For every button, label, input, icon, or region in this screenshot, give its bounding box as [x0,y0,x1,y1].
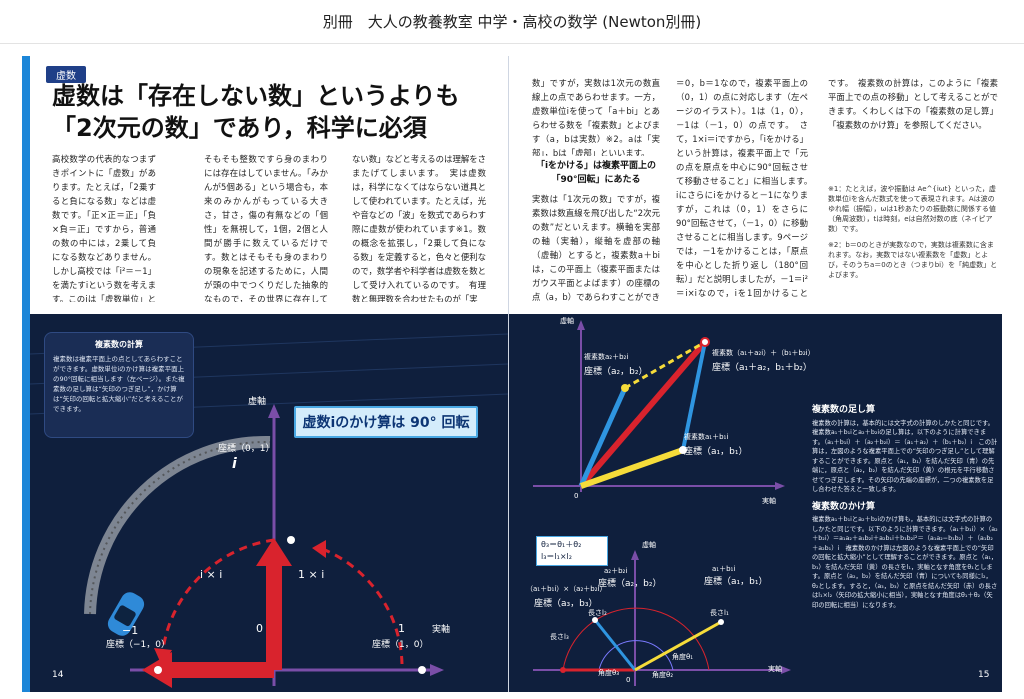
rotation-callout: 虚数iのかけ算は 90° 回転 [294,406,478,438]
tire-track [84,435,271,615]
page-number-right: 15 [978,670,990,680]
one-times-i-label: 1 × i [298,568,325,581]
z1-label-top: 複素数a₁＋b₁i [684,433,729,441]
multiplication-title: 複素数のかけ算 [812,501,876,512]
z1-coord-top: 座標（a₁，b₁） [684,447,748,457]
equation-angle: θ₃＝θ₁＋θ₂ [541,540,582,549]
angle-theta1: 角度θ₁ [672,653,694,661]
rotation-arc-i [160,538,275,659]
length-l3: 長さl₃ [550,633,569,641]
imag-axis-label-top: 虚軸 [560,317,574,325]
imag-axis-label-left: 虚軸 [248,397,267,407]
coord-1-label: 座標（1，0） [372,640,429,650]
addition-title: 複素数の足し算 [812,405,876,415]
body-column-4a: 数」ですが，実数は1次元の数直線上の点であらわせます。一方，虚数単位iを使って「… [532,78,660,156]
addition-body: 複素数の計算は，基本的には文字式の計算のしかたと同じです。複素数a₁＋b₁iとa… [812,419,998,494]
footnote-1: ※1：たとえば，波や振動は Ae^{iωt} といった，虚数単位iを含んだ数式を… [828,185,996,233]
page-headline: 虚数は「存在しない数」というよりも「2次元の数」であり，科学に必須 [52,82,460,142]
imag-axis-label-bottom: 虚軸 [642,541,656,549]
coord-i-label: 座標（0，1） [218,444,275,454]
z2-arrow-mul [593,619,637,671]
real-axis-label-top: 実軸 [762,497,776,505]
multiplication-body: 複素数a₁＋b₁iとa₂＋b₂iのかけ算も，基本的には文字式の計算のしかたと同じ… [812,516,998,609]
origin-left: 0 [256,622,263,635]
body-column-3: ない数」などと考えるのは理解をさまたげてしまいます。 実は虚数は，科学になくては… [352,154,486,302]
footnote-2: ※2：b＝0のときが実数なので，実数は複素数に含まれます。なお，実数ではない複素… [828,241,998,279]
z1-arrow [580,447,684,489]
arrow-up-head [256,538,292,566]
product-label: （a₁＋b₁i）×（a₂＋b₂i） [526,585,607,593]
rotation-arc-1 [319,546,404,665]
right-figure-background [509,314,1002,692]
angle-theta2: 角度θ₂ [652,671,674,679]
i-times-i-label: i × i [200,568,223,581]
equation-box: θ₃＝θ₁＋θ₂ l₃＝l₁×l₂ [536,536,608,566]
body-column-5: ＝0，b＝1なので，複素平面上の（0，1）の点に対応します（左ページのイラスト）… [676,78,808,298]
neg1-value: −1 [122,624,139,637]
left-figure-svg [30,333,508,688]
arrow-left-shaft [170,662,274,678]
product-coord: 座標（a₃，b₃） [534,599,598,609]
page-gutter [508,56,509,692]
z2-arrow [578,386,628,488]
page-edge-accent [22,56,30,692]
window-title: 別冊 大人の教養教室 中学・高校の数学 (Newton別冊) [322,13,702,31]
coord-neg1-label: 座標（−1，0） [106,640,170,650]
subheading: 「iをかける」は複素平面上の「90°回転」にあたる [535,161,657,185]
z2-coord-bottom: 座標（a₂，b₂） [598,579,662,589]
origin-top: 0 [574,492,579,500]
i-symbol: i [232,456,237,472]
z1-coord-bottom: 座標（a₁，b₁） [704,577,768,587]
calc-box-title: 複素数の計算 [95,340,143,349]
book-spread: 虚数 虚数は「存在しない数」というよりも「2次元の数」であり，科学に必須 高校数… [22,56,1002,692]
one-value: 1 [398,622,405,635]
footnotes: ※1：たとえば，波や振動は Ae^{iωt} といった，虚数単位iを含んだ数式を… [828,184,998,286]
z1-arrow-mul [634,620,722,672]
z2-label-bottom: a₂＋b₂i [604,567,628,575]
calc-info-box: 複素数の計算 複素数は複素平面上の点としてあらわすことができます。虚数単位iのか… [44,332,194,438]
length-l1: 長さl₁ [710,609,729,617]
equation-length: l₃＝l₁×l₂ [541,552,572,561]
z2-coord-top: 座標（a₂，b₂） [584,367,648,377]
body-column-4b: 実数は「1次元の数」ですが，複素数は数直線を飛び出した“2次元の数”だといえます… [532,194,660,302]
body-column-2: そもそも整数ですら身のまわりには存在はしていません。「みかんが5個ある」という場… [204,154,328,302]
side-explanations: 複素数の足し算 複素数の計算は，基本的には文字式の計算のしかたと同じです。複素数… [812,405,998,618]
sum-label: 複素数（a₁＋a₂i）＋（b₁＋b₂i） [712,349,815,357]
sum-arrow [578,340,708,488]
length-l2: 長さl₂ [588,609,607,617]
page-number-left: 14 [52,670,64,680]
angle-theta3: 角度θ₃ [598,669,620,677]
window-title-bar: 別冊 大人の教養教室 中学・高校の数学 (Newton別冊) [0,0,1024,44]
z1-translated [624,340,706,390]
real-axis-label-bottom: 実軸 [768,665,782,673]
real-axis-label-left: 実軸 [432,625,451,635]
z1-label-bottom: a₁＋b₁i [712,565,736,573]
z2-label-top: 複素数a₂＋b₂i [584,353,629,361]
car-icon [107,592,145,636]
body-column-6: です。 複素数の計算は，このように「複素平面上での点の移動」として考えることがで… [828,78,998,130]
point-1 [418,666,426,674]
body-column-1: 高校数学の代表的なつまずきポイントに「虚数」があります。たとえば，「2乗すると負… [52,154,156,302]
arrow-up-shaft [266,564,282,670]
right-figure-svg [533,320,791,686]
origin-bottom: 0 [626,676,631,684]
calc-box-body: 複素数は複素平面上の点としてあらわすことができます。虚数単位iのかけ算は複素平面… [53,355,185,413]
point-neg1 [154,666,162,674]
z2-translated [681,341,707,451]
section-tag: 虚数 [46,66,86,83]
sum-coord: 座標（a₁＋a₂，b₁＋b₂） [712,363,812,373]
point-i [287,536,295,544]
